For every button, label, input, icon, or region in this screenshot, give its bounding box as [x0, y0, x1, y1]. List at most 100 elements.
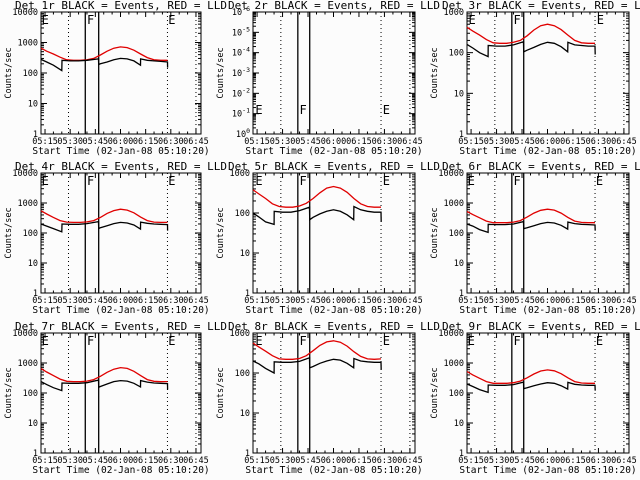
y-tick-label: 10000	[12, 169, 38, 179]
x-tick-label: 05:30	[484, 296, 510, 306]
y-tick-label: 10-5	[232, 25, 250, 38]
y-axis-label: Counts/sec	[430, 47, 440, 98]
y-tick-label: 10-2	[232, 86, 250, 99]
panel-4: Det 4r BLACK = Events, RED = LLD 1 10 100 10…	[4, 160, 227, 316]
x-tick-label: 05:15	[32, 296, 58, 306]
x-tick-label: 05:15	[244, 296, 270, 306]
y-tick-label: 1000	[18, 199, 38, 209]
x-tick-label: 05:15	[32, 456, 58, 466]
x-tick-label: 05:30	[57, 456, 83, 466]
plot-frame	[40, 11, 202, 135]
x-tick-label: 06:00	[535, 137, 561, 147]
x-tick-label: 06:00	[321, 137, 347, 147]
panel-1: Det 1r BLACK = Events, RED = LLD 1 10 100 10…	[4, 0, 227, 157]
x-tick-label: 06:45	[397, 296, 423, 306]
flag-marker-e: E	[468, 174, 475, 188]
series-line-lld	[40, 208, 168, 224]
plot-frame	[252, 172, 416, 294]
flag-marker-e: E	[168, 334, 175, 348]
y-tick-label: 100	[449, 49, 464, 59]
y-tick-label: 10	[240, 249, 250, 259]
x-tick-label: 05:30	[484, 137, 510, 147]
panel-2: Det 2r BLACK = Events, RED = LLD10010-11…	[216, 0, 440, 157]
y-tick-label: 1000	[18, 359, 38, 369]
y-tick-label: 10000	[12, 329, 38, 339]
panel-8: Det 8r BLACK = Events, RED = LLD 1 10 100 10…	[216, 320, 440, 476]
y-tick-label: 1000	[230, 169, 250, 179]
series-line-events	[252, 205, 382, 226]
panel-6: Det 6r BLACK = Events, RED = LLD 1 10 100 10…	[430, 160, 640, 316]
y-tick-label: 10	[28, 419, 38, 429]
flag-marker-f: F	[514, 174, 521, 188]
x-axis-label: Start Time (02-Jan-08 05:10:20)	[32, 146, 209, 157]
y-tick-label: 10-3	[232, 66, 250, 79]
x-tick-label: 06:15	[133, 456, 159, 466]
x-tick-label: 06:00	[321, 456, 347, 466]
x-tick-label: 06:30	[158, 456, 184, 466]
x-tick-label: 06:00	[535, 456, 561, 466]
x-tick-label: 06:15	[133, 137, 159, 147]
flag-marker-f: F	[300, 174, 307, 188]
x-tick-label: 06:45	[183, 296, 209, 306]
plot-frame	[466, 332, 630, 454]
x-tick-label: 06:45	[183, 137, 209, 147]
x-tick-label: 05:30	[484, 456, 510, 466]
plot-frame	[466, 11, 630, 135]
flag-marker-e: E	[383, 334, 390, 348]
series-line-events	[252, 356, 382, 375]
y-axis-label: Counts/sec	[216, 367, 226, 418]
y-tick-label: 100	[235, 209, 250, 219]
x-axis-label: Start Time (02-Jan-08 05:10:20)	[245, 305, 422, 316]
x-tick-label: 06:30	[372, 137, 398, 147]
plot-frame	[466, 172, 630, 294]
panel-title: Det 7r BLACK = Events, RED = LLD	[15, 320, 227, 333]
x-tick-label: 06:15	[346, 137, 372, 147]
x-tick-label: 05:30	[57, 296, 83, 306]
panel-title: Det 2r BLACK = Events, RED = LLD	[228, 0, 440, 12]
y-tick-label: 10	[454, 419, 464, 429]
flag-marker-f: F	[514, 334, 521, 348]
y-axis-label: Counts/sec	[430, 367, 440, 418]
flag-marker-e: E	[255, 103, 262, 117]
series-line-lld	[40, 366, 168, 383]
plot-frame	[40, 332, 202, 454]
x-tick-label: 06:30	[372, 456, 398, 466]
y-tick-label: 10	[454, 89, 464, 99]
flag-marker-e: E	[383, 174, 390, 188]
panel-5: Det 5r BLACK = Events, RED = LLD 1 10 100 10…	[216, 160, 440, 316]
x-axis-label: Start Time (02-Jan-08 05:10:20)	[245, 146, 422, 157]
y-tick-label: 1	[459, 130, 464, 140]
x-tick-label: 06:45	[397, 137, 423, 147]
x-tick-label: 06:30	[158, 137, 184, 147]
x-tick-label: 05:15	[32, 137, 58, 147]
series-line-lld	[252, 340, 382, 360]
x-tick-label: 05:45	[295, 137, 321, 147]
x-tick-label: 05:15	[458, 296, 484, 306]
flag-marker-f: F	[87, 174, 94, 188]
y-tick-label: 10000	[12, 8, 38, 18]
flag-marker-f: F	[300, 103, 307, 117]
x-tick-label: 06:15	[346, 296, 372, 306]
x-tick-label: 06:15	[560, 296, 586, 306]
x-tick-label: 06:15	[560, 137, 586, 147]
y-tick-label: 10	[28, 100, 38, 110]
x-tick-label: 05:15	[458, 456, 484, 466]
x-tick-label: 06:45	[183, 456, 209, 466]
y-axis-label: Counts/sec	[430, 207, 440, 258]
y-tick-label: 1000	[444, 8, 464, 18]
x-tick-label: 06:45	[611, 296, 637, 306]
x-tick-label: 06:00	[535, 296, 561, 306]
x-tick-label: 05:30	[270, 296, 296, 306]
flag-marker-e: E	[469, 13, 476, 27]
y-tick-label: 10-1	[232, 107, 250, 120]
y-axis-label: Counts/sec	[216, 47, 226, 98]
series-line-events	[40, 57, 169, 72]
x-tick-label: 05:45	[509, 296, 535, 306]
panel-title: Det 9r BLACK = Events, RED = LLD	[442, 320, 640, 333]
series-line-lld	[466, 208, 595, 224]
x-axis-label: Start Time (02-Jan-08 05:10:20)	[459, 465, 636, 476]
flag-marker-e: E	[42, 334, 49, 348]
x-tick-label: 06:00	[108, 137, 134, 147]
flag-marker-f: F	[87, 13, 94, 27]
